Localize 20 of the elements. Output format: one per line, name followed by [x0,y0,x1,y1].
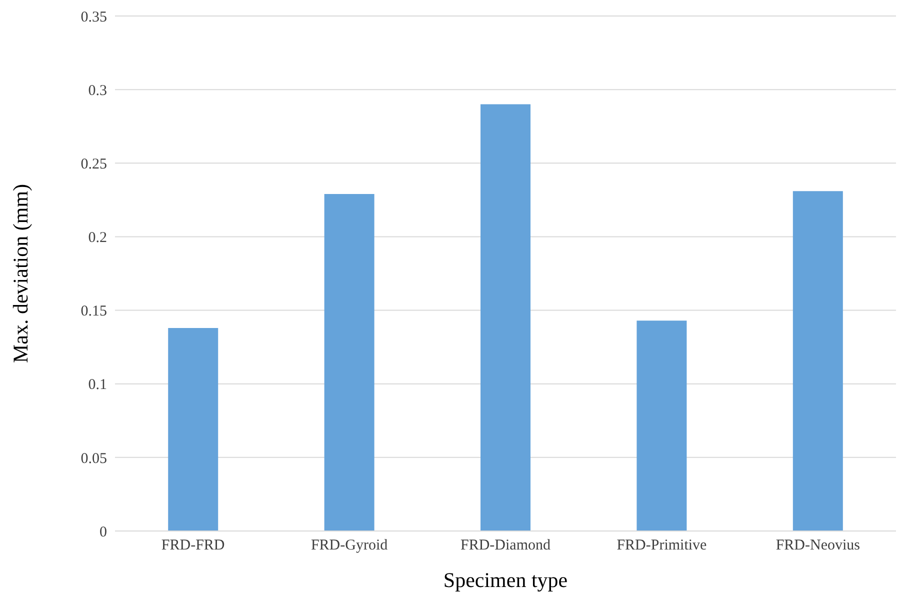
y-tick-label: 0.35 [80,9,107,26]
bar [324,194,374,531]
bar [792,191,843,531]
y-tick-label: 0.15 [80,304,107,320]
y-tick-label: 0 [100,524,107,540]
y-axis-title: Max. deviation (mm) [8,184,32,364]
y-tick-label: 0.2 [88,230,107,246]
x-tick-label: FRD-Gyroid [310,538,388,554]
x-tick-label: FRD-Diamond [460,538,551,554]
y-tick-label: 0.1 [88,377,107,394]
bar [480,104,531,531]
x-tick-label: FRD-Neovius [776,538,860,554]
bar [636,320,687,531]
x-tick-label: FRD-Primitive [616,538,708,554]
y-tick-label: 0.3 [88,82,107,99]
y-tick-label: 0.05 [80,450,107,467]
bar [168,328,218,531]
x-tick-label: FRD-FRD [161,538,225,554]
y-tick-label: 0.25 [80,156,107,172]
x-axis-title: Specimen type [443,568,568,592]
